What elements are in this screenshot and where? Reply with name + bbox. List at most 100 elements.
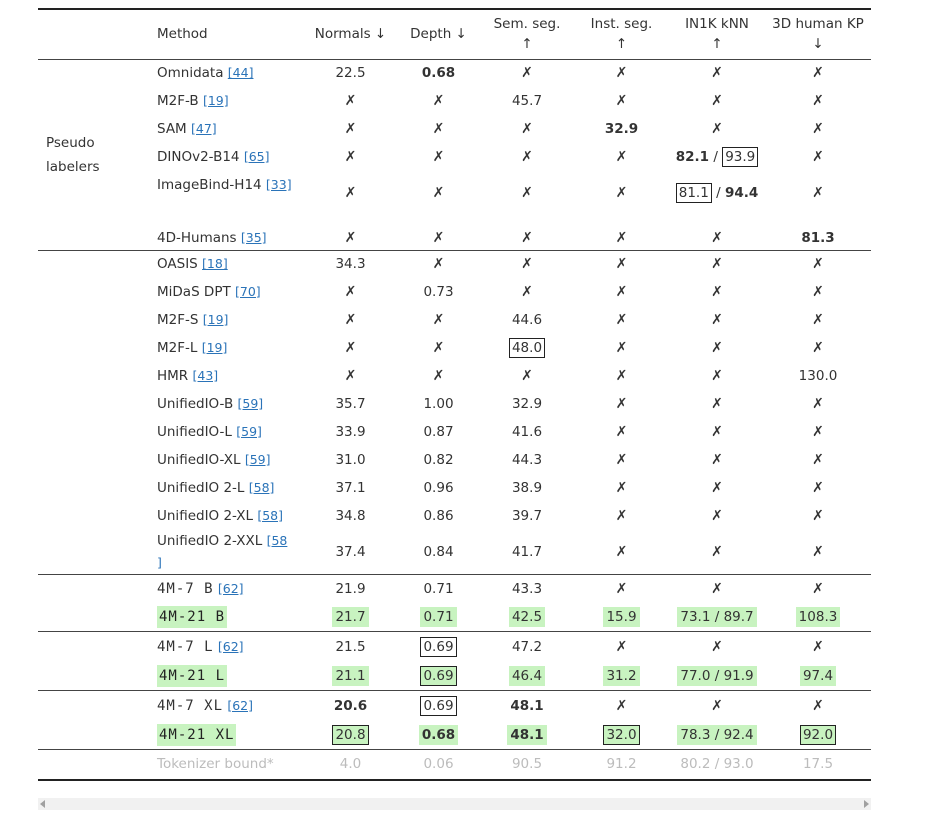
kp-cell: 17.5 xyxy=(765,749,871,780)
method-cell: UnifiedIO 2-XXL [58] xyxy=(157,533,288,570)
cross-icon: ✗ xyxy=(812,452,824,468)
table-row: 4M-21 L 21.1 0.69 46.4 31.2 77.0 / 91.9 … xyxy=(38,662,871,691)
citation-link[interactable]: [19] xyxy=(202,93,229,108)
cross-icon: ✗ xyxy=(615,508,628,524)
normals-cell: 37.4 xyxy=(335,544,366,560)
method-cell: 4M-21 L xyxy=(148,662,304,691)
method-cell: UnifiedIO-L [59] xyxy=(157,424,262,440)
citation-link[interactable]: [65] xyxy=(243,149,270,164)
citation-link[interactable]: [44] xyxy=(227,65,254,81)
table-row: UnifiedIO-XL [59] 31.0 0.82 44.3 ✗ ✗ ✗ xyxy=(38,446,871,474)
table-row: UnifiedIO 2-XL [58] 34.8 0.86 39.7 ✗ ✗ ✗ xyxy=(38,502,871,530)
citation-link[interactable]: [47] xyxy=(191,121,217,136)
kp-cell: 130.0 xyxy=(798,368,838,384)
horizontal-scrollbar[interactable] xyxy=(38,798,871,810)
citation-link[interactable]: [62] xyxy=(217,638,244,654)
citation-link[interactable]: [62] xyxy=(227,697,253,713)
cross-icon: ✗ xyxy=(344,184,357,201)
citation-link[interactable]: [58] xyxy=(257,508,283,523)
table-row: 4M-21 XL 20.8 0.68 48.1 32.0 78.3 / 92.4… xyxy=(38,721,871,750)
cross-icon: ✗ xyxy=(615,544,628,560)
normals-cell: 4.0 xyxy=(304,749,397,780)
table-row: OASIS [18] 34.3 ✗ ✗ ✗ ✗ ✗ xyxy=(38,249,871,575)
cross-icon: ✗ xyxy=(812,508,824,524)
citation-link[interactable]: [70] xyxy=(235,284,261,299)
method-cell: UnifiedIO-B [59] xyxy=(157,396,264,412)
depth-cell: 0.82 xyxy=(423,452,454,468)
table-row: M2F-L [19] ✗ ✗ 48.0 ✗ ✗ ✗ xyxy=(38,334,871,362)
cross-icon: ✗ xyxy=(711,368,723,384)
cross-icon: ✗ xyxy=(669,631,765,662)
cross-icon: ✗ xyxy=(344,121,357,137)
kp-cell: 97.4 xyxy=(765,662,871,691)
cross-icon: ✗ xyxy=(812,149,824,165)
citation-link[interactable]: [35] xyxy=(240,229,267,245)
cross-icon: ✗ xyxy=(615,229,628,246)
header-instseg: Inst. seg. ↑ xyxy=(574,9,669,60)
scroll-right-icon[interactable] xyxy=(864,800,869,808)
cross-icon: ✗ xyxy=(812,284,824,300)
method-cell: DINOv2-B14 [65] xyxy=(157,149,270,165)
citation-link[interactable]: [62] xyxy=(217,580,244,596)
group-label-empty xyxy=(38,690,148,750)
semseg-cell: 38.9 xyxy=(511,480,543,496)
cross-icon: ✗ xyxy=(812,121,824,137)
normals-cell: 21.9 xyxy=(304,574,397,603)
cross-icon: ✗ xyxy=(812,340,824,356)
depth-cell: 1.00 xyxy=(423,396,454,412)
depth-cell: 0.68 xyxy=(397,721,480,750)
citation-link[interactable]: [58] xyxy=(248,480,275,495)
citation-link[interactable]: [43] xyxy=(192,368,219,383)
semseg-cell: 41.6 xyxy=(511,424,543,440)
table-row: 4M-7 B [62] 21.9 0.71 43.3 ✗ ✗ ✗ xyxy=(38,574,871,632)
depth-cell: 0.69 xyxy=(397,690,480,721)
method-cell: 4M-7 B [62] xyxy=(148,574,304,603)
knn-cell: 81.1 / 94.4 xyxy=(669,171,765,214)
group-label-empty xyxy=(38,749,148,780)
cross-icon: ✗ xyxy=(711,508,723,524)
citation-link[interactable]: [18] xyxy=(202,256,228,272)
cross-icon: ✗ xyxy=(812,65,824,82)
kp-cell: 108.3 xyxy=(765,603,871,632)
normals-cell: 20.6 xyxy=(304,690,397,721)
citation-link[interactable]: [19] xyxy=(202,312,229,327)
citation-link[interactable]: [59] xyxy=(236,424,262,439)
citation-link-end[interactable]: ] xyxy=(157,555,162,570)
cross-icon: ✗ xyxy=(812,424,824,440)
cross-icon: ✗ xyxy=(615,312,628,328)
cross-icon: ✗ xyxy=(397,249,480,278)
semseg-cell: 48.1 xyxy=(480,721,574,750)
cross-icon: ✗ xyxy=(711,312,723,328)
cross-icon: ✗ xyxy=(521,229,533,246)
method-cell: SAM [47] xyxy=(157,121,217,137)
up-arrow-icon: ↑ xyxy=(521,36,533,53)
normals-cell: 33.9 xyxy=(335,424,366,440)
cross-icon: ✗ xyxy=(344,93,357,109)
citation-link[interactable]: [58 xyxy=(266,533,288,548)
cross-icon: ✗ xyxy=(521,184,533,201)
semseg-cell: 48.0 xyxy=(480,334,574,362)
semseg-cell: 90.5 xyxy=(480,749,574,780)
cross-icon: ✗ xyxy=(711,284,723,300)
cross-icon: ✗ xyxy=(432,121,445,137)
cross-icon: ✗ xyxy=(615,424,628,440)
citation-link[interactable]: [59] xyxy=(237,396,264,411)
kp-cell: 92.0 xyxy=(765,721,871,750)
cross-icon: ✗ xyxy=(521,149,533,165)
cross-icon: ✗ xyxy=(574,631,669,662)
cross-icon: ✗ xyxy=(521,284,533,300)
citation-link[interactable]: [19] xyxy=(201,340,228,355)
semseg-cell: 42.5 xyxy=(480,603,574,632)
citation-link[interactable]: [33] xyxy=(265,177,292,192)
header-knn-label: IN1K kNN xyxy=(685,16,749,33)
cross-icon: ✗ xyxy=(711,544,723,560)
citation-link[interactable]: [59] xyxy=(244,452,271,467)
scroll-left-icon[interactable] xyxy=(40,800,45,808)
up-arrow-icon: ↑ xyxy=(615,36,628,53)
method-cell: 4D-Humans [35] xyxy=(157,229,267,246)
cross-icon: ✗ xyxy=(711,424,723,440)
up-arrow-icon: ↑ xyxy=(711,36,723,53)
cross-icon: ✗ xyxy=(615,340,628,356)
semseg-cell: 39.7 xyxy=(511,508,543,524)
semseg-cell: 43.3 xyxy=(480,574,574,603)
